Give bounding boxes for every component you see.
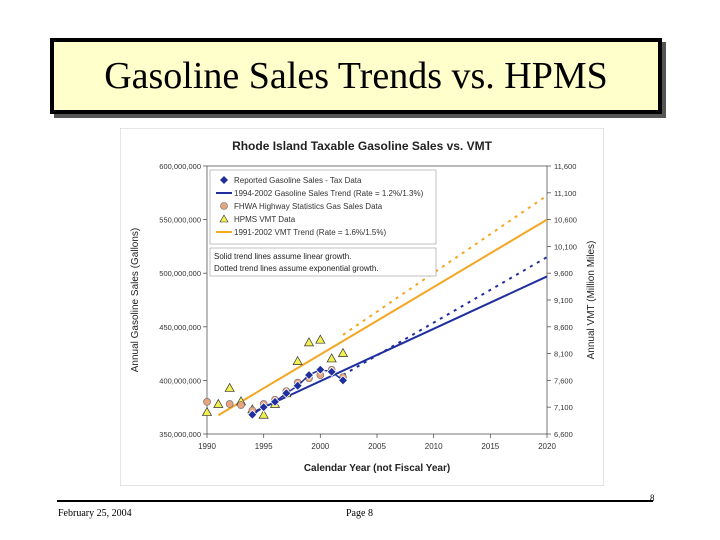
y-right-tick-label: 7,600	[554, 376, 573, 385]
x-tick-label: 1990	[198, 442, 216, 451]
note-line-2: Dotted trend lines assume exponential gr…	[214, 264, 379, 273]
y-left-axis-label: Annual Gasoline Sales (Gallons)	[130, 228, 141, 373]
legend-item-4: 1991-2002 VMT Trend (Rate = 1.6%/1.5%)	[234, 228, 386, 237]
slide-title-box: Gasoline Sales Trends vs. HPMS	[50, 38, 662, 114]
vmt-triangle-point	[213, 398, 224, 408]
trend-layer	[217, 194, 548, 417]
reported-sales-diamond-point	[292, 380, 303, 391]
vmt-triangle-point	[303, 337, 315, 347]
trend-dotted-orange	[342, 194, 548, 336]
reported-sales-diamond-point	[326, 366, 337, 377]
legend-circle-icon	[220, 202, 228, 210]
reported-sales-diamond-point	[281, 388, 292, 399]
vmt-triangle-point	[292, 355, 303, 365]
reported-sales-diamond-point	[258, 402, 269, 413]
x-tick-label: 2005	[368, 442, 386, 451]
chart-title: Rhode Island Taxable Gasoline Sales vs. …	[232, 139, 493, 153]
y-right-tick-label: 10,100	[554, 242, 577, 251]
trend-solid-navy	[251, 275, 548, 414]
reported-sales-diamond-point	[269, 396, 281, 407]
vmt-triangle-point	[315, 334, 326, 344]
x-axis-label: Calendar Year (not Fiscal Year)	[304, 463, 450, 474]
y-right-tick-label: 6,600	[554, 430, 573, 439]
y-left-tick-label: 550,000,000	[159, 216, 201, 225]
reported-sales-diamond-point	[337, 375, 349, 386]
y-right-tick-label: 7,100	[554, 403, 573, 412]
vmt-triangle-point	[326, 353, 337, 363]
x-tick-label: 2010	[425, 442, 443, 451]
legend-triangle-icon	[219, 214, 229, 223]
legend-diamond-icon	[220, 176, 228, 184]
y-left-tick-label: 500,000,000	[159, 269, 201, 278]
vmt-triangle-point	[201, 406, 213, 416]
legend-item-1: 1994-2002 Gasoline Sales Trend (Rate = 1…	[234, 189, 424, 198]
chart: Rhode Island Taxable Gasoline Sales vs. …	[119, 127, 605, 487]
footer-divider	[57, 500, 653, 502]
note-box: Solid trend lines assume linear growth. …	[209, 247, 437, 277]
x-tick-label: 1995	[255, 442, 273, 451]
y-left-tick-label: 600,000,000	[159, 162, 201, 171]
y-right-axis-label: Annual VMT (Million Miles)	[586, 241, 597, 360]
y-right-tick-label: 9,100	[554, 296, 573, 305]
y-right-tick-label: 9,600	[554, 269, 573, 278]
trend-solid-orange	[217, 218, 548, 417]
slide-title: Gasoline Sales Trends vs. HPMS	[104, 55, 608, 97]
legend: Reported Gasoline Sales - Tax Data 1994-…	[209, 169, 437, 245]
vmt-triangle-point	[224, 382, 235, 392]
x-tick-label: 2000	[311, 442, 329, 451]
legend-item-0: Reported Gasoline Sales - Tax Data	[234, 176, 362, 185]
y-right-tick-label: 10,600	[554, 216, 577, 225]
vmt-triangle-point	[258, 409, 269, 419]
note-line-1: Solid trend lines assume linear growth.	[214, 252, 351, 261]
y-left-tick-label: 400,000,000	[159, 376, 201, 385]
y-left-tick-label: 350,000,000	[159, 430, 201, 439]
vmt-triangle-point	[337, 347, 349, 357]
legend-item-3: HPMS VMT Data	[234, 215, 296, 224]
y-right-tick-label: 11,100	[554, 189, 576, 198]
chart-svg: Rhode Island Taxable Gasoline Sales vs. …	[119, 127, 605, 487]
x-tick-label: 2015	[481, 442, 499, 451]
fhwa-circle-point	[237, 401, 245, 409]
footer-date: February 25, 2004	[58, 508, 132, 519]
y-right-tick-label: 11,600	[554, 162, 576, 171]
legend-item-2: FHWA Highway Statistics Gas Sales Data	[234, 202, 383, 211]
fhwa-circle-point	[203, 398, 211, 406]
x-tick-label: 2020	[538, 442, 556, 451]
reported-sales-diamond-point	[303, 369, 315, 381]
y-left-tick-label: 450,000,000	[159, 323, 201, 332]
reported-sales-diamond-point	[247, 409, 258, 420]
slide-number: 8	[650, 493, 655, 503]
footer-page: Page 8	[346, 508, 373, 519]
point-layer	[201, 334, 349, 420]
axis-layer: 1990 1995 2000 2005 2010 2015 2020 350,000,000 4…	[159, 162, 577, 451]
reported-sales-diamond-point	[315, 364, 326, 375]
y-right-tick-label: 8,100	[554, 350, 573, 359]
fhwa-circle-point	[225, 400, 234, 408]
y-right-tick-label: 8,600	[554, 323, 573, 332]
